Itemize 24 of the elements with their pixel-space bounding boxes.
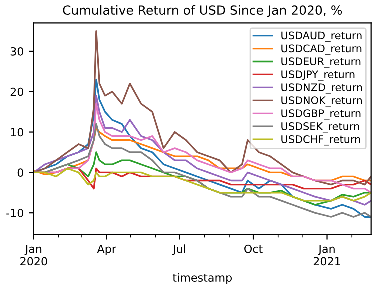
x-axis-title: timestamp (172, 273, 232, 284)
legend-label: USDGBP_return (282, 110, 361, 120)
legend-label: USDNZD_return (282, 84, 362, 94)
x-tick-label: Oct (244, 244, 263, 254)
x-tick-label: Jul (172, 244, 186, 256)
line-series (34, 30, 372, 186)
chart-title: Cumulative Return of USD Since Jan 2020, % (63, 5, 342, 18)
y-tick-label: 20 (10, 88, 24, 96)
line-series (34, 95, 372, 206)
y-tick-label: 10 (11, 128, 24, 137)
x-tick-label: Jan 2020 (20, 244, 48, 266)
legend-label: USDCAD_return (282, 44, 362, 55)
legend-label: USDSEK_return (282, 122, 360, 133)
x-tick-label: Apr (97, 244, 116, 256)
y-tick-label: 0 (18, 168, 24, 178)
x-tick-label: Jan 2021 (314, 244, 340, 266)
legend-label: USDAUD_return (282, 32, 362, 42)
y-tick-label: 30 (10, 47, 24, 56)
legend-label: USDJPY_return (282, 70, 355, 81)
y-tick-label: -10 (6, 209, 24, 218)
legend-label: USDEUR_return (282, 58, 361, 68)
line-series (34, 168, 372, 202)
legend-label: USDCHF_return (282, 136, 360, 146)
legend-label: USDNOK_return (282, 96, 362, 107)
